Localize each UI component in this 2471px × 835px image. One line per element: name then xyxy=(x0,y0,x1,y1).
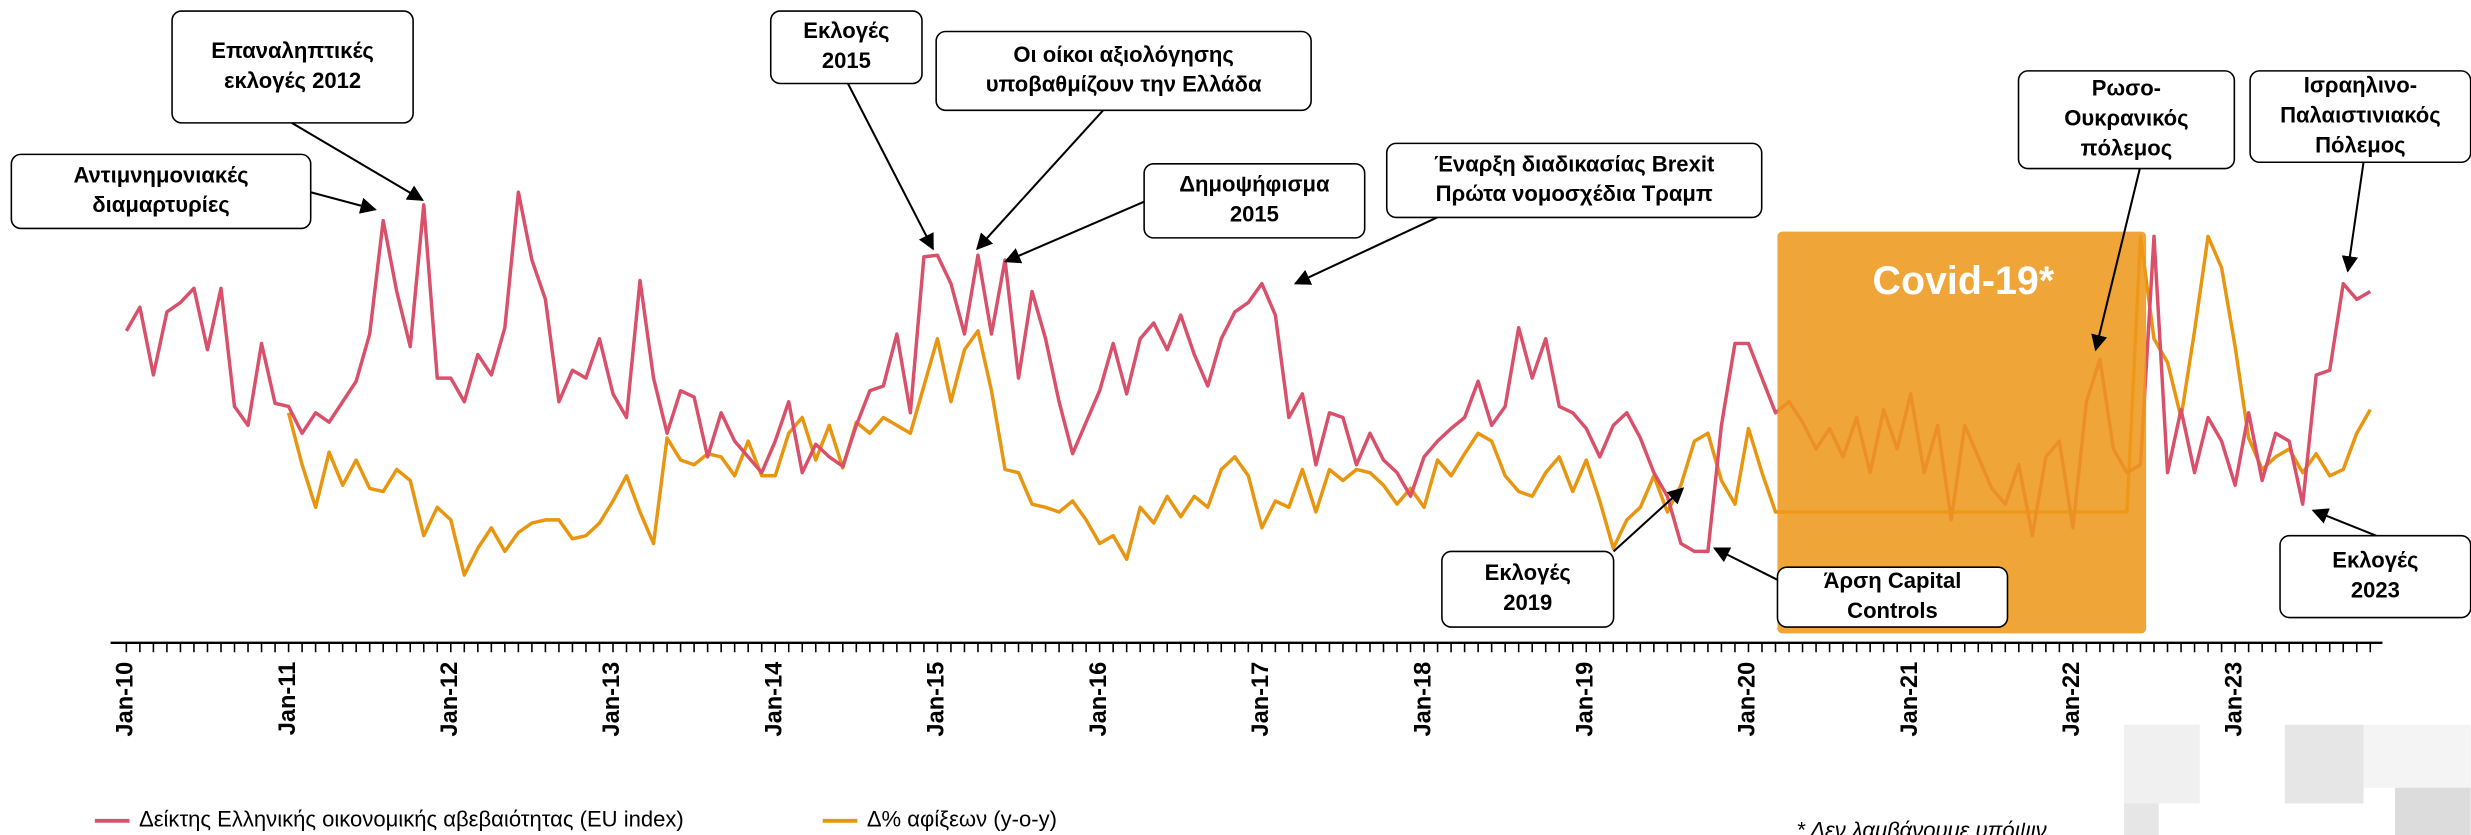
annotation-text: 2023 xyxy=(2351,577,2400,602)
annotation-text: 2015 xyxy=(1230,202,1279,227)
annotation-arrow xyxy=(310,191,377,214)
x-tick-label: Jan-21 xyxy=(1897,662,1923,737)
annotation-text: διαμαρτυρίες xyxy=(92,192,229,217)
x-tick-label: Jan-16 xyxy=(1086,662,1112,737)
annotation-arrow xyxy=(2311,508,2377,537)
annotation-arrow xyxy=(1293,216,1438,285)
annotation-arrow xyxy=(1003,200,1145,264)
annotation-text: Επαναληπτικές xyxy=(211,38,374,63)
annotation-box xyxy=(1385,142,1763,219)
x-tick-label: Jan-19 xyxy=(1572,662,1598,737)
x-tick-label: Jan-20 xyxy=(1735,662,1761,737)
annotation-arrow xyxy=(291,122,424,201)
x-tick-label: Jan-14 xyxy=(761,661,787,737)
x-tick-label: Jan-11 xyxy=(275,662,301,736)
annotation-text: πόλεμος xyxy=(2081,135,2173,160)
annotation-arrow xyxy=(1612,487,1685,553)
annotation-box xyxy=(10,153,312,230)
annotation-text: Εκλογές xyxy=(803,18,889,43)
x-tick-label: Jan-15 xyxy=(924,662,950,737)
decor xyxy=(2124,724,2471,835)
x-tick-label: Jan-22 xyxy=(2059,662,2085,737)
annotation-box xyxy=(171,10,414,124)
x-tick-label: Jan-17 xyxy=(1248,662,1274,737)
annotation-arrow xyxy=(2091,168,2141,352)
annotation-text: Έναρξη διαδικασίας Brexit xyxy=(1434,151,1715,176)
annotation-arrow xyxy=(976,109,1104,251)
annotation-text: Αντιμνημονιακές xyxy=(73,162,248,187)
annotation-text: υποβαθμίζουν την Ελλάδα xyxy=(986,72,1262,97)
annotation-text: 2019 xyxy=(1503,590,1552,615)
annotation-text: Εκλογές xyxy=(2332,547,2418,572)
annotation-text: Δημοψήφισμα xyxy=(1179,172,1330,197)
annotation-arrow xyxy=(847,83,934,251)
annotation-box xyxy=(1143,163,1366,239)
x-tick-label: Jan-13 xyxy=(599,662,625,737)
x-tick-label: Jan-23 xyxy=(2221,662,2247,737)
annotation-text: Πρώτα νομοσχέδια Τραμπ xyxy=(1436,181,1713,206)
annotation-text: εκλογές 2012 xyxy=(224,68,361,93)
annotation-text: Controls xyxy=(1847,598,1938,623)
annotation-text: Εκλογές xyxy=(1485,560,1571,585)
annotation-text: 2015 xyxy=(822,48,871,73)
shaded-region xyxy=(1777,231,2147,634)
annotation-text: Οι οίκοι αξιολόγησης xyxy=(1013,42,1233,67)
annotation-text: Πόλεμος xyxy=(2315,132,2406,157)
annotation-text: Ισραηλινο- xyxy=(2304,72,2417,97)
legend-label: Δείκτης Ελληνικής οικονομικής αβεβαιότητ… xyxy=(139,807,684,832)
legend-label: Δ% αφίξεων (y-o-y) xyxy=(867,807,1057,832)
footnote: * Δεν λαμβάνουμε υπόψιν xyxy=(1796,818,2046,835)
annotation-box xyxy=(769,10,923,85)
annotation-arrow xyxy=(1712,547,1778,581)
annotation-text: Παλαιστινιακός xyxy=(2280,102,2441,127)
x-tick-label: Jan-18 xyxy=(1410,662,1436,737)
shaded-label: Covid-19* xyxy=(1873,259,2055,303)
annotation-arrow xyxy=(2341,162,2365,273)
annotation-text: Ουκρανικός xyxy=(2064,106,2188,131)
annotation-box xyxy=(1776,566,2009,628)
x-tick-label: Jan-12 xyxy=(437,662,463,737)
annotation-box xyxy=(935,30,1312,112)
annotation-text: Άρση Capital xyxy=(1824,568,1962,593)
annotation-text: Ρωσο- xyxy=(2092,76,2161,101)
annotation-box xyxy=(1441,550,1615,628)
annotation-box xyxy=(2017,70,2236,170)
x-tick-label: Jan-10 xyxy=(113,662,139,737)
